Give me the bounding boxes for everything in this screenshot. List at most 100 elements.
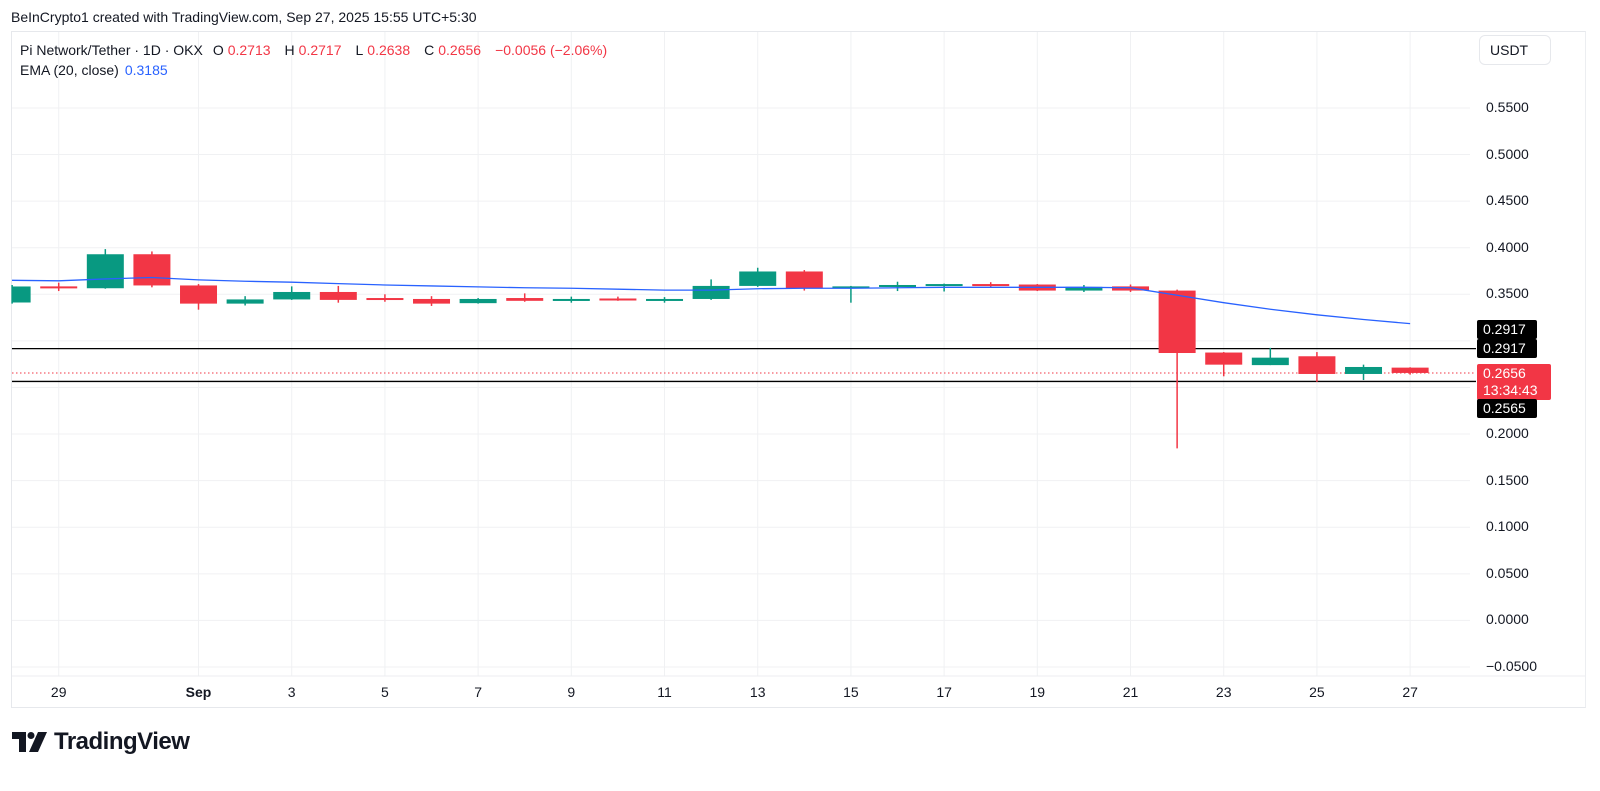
- candle-body: [1251, 357, 1289, 366]
- candle-body: [226, 299, 264, 304]
- candle: [1391, 367, 1429, 375]
- price-tick-label: 0.1500: [1486, 471, 1529, 488]
- candle: [273, 286, 311, 300]
- time-tick-label: 29: [50, 684, 67, 700]
- candle: [413, 296, 451, 306]
- chart-legend: Pi Network/Tether · 1D · OKX O 0.2713 H 0.…: [20, 40, 611, 80]
- change-value: −0.0056 (−2.06%): [495, 42, 608, 58]
- candle: [366, 294, 404, 302]
- candle-body: [133, 254, 171, 286]
- price-tick-label: 0.4000: [1486, 238, 1529, 255]
- symbol-title[interactable]: Pi Network/Tether · 1D · OKX: [20, 42, 203, 58]
- candle-body: [319, 291, 357, 300]
- candle-body: [692, 285, 730, 299]
- candle: [1158, 289, 1196, 449]
- time-tick-label: Sep: [185, 684, 212, 700]
- chart-frame: [11, 31, 1586, 708]
- price-tick-label: −0.0500: [1486, 657, 1537, 674]
- candle: [11, 284, 31, 304]
- time-tick-label: 15: [843, 684, 859, 700]
- candle: [552, 296, 590, 303]
- current-price: 0.2656: [1483, 365, 1526, 381]
- candle-body: [1112, 286, 1150, 291]
- candle: [1205, 352, 1243, 377]
- ema-line: [11, 276, 1411, 325]
- candle-body: [366, 298, 404, 301]
- candle-body: [879, 284, 917, 287]
- candle-body: [40, 286, 78, 289]
- candles: [11, 249, 1429, 449]
- open-value: 0.2713: [227, 42, 271, 58]
- candle: [646, 297, 684, 303]
- currency-selector[interactable]: USDT: [1479, 35, 1551, 65]
- chart-attribution: BeInCrypto1 created with TradingView.com…: [11, 9, 477, 25]
- ema-polyline: [11, 276, 1411, 325]
- candle-body: [413, 298, 451, 304]
- ema-value: 0.3185: [124, 62, 168, 78]
- time-tick-label: 23: [1215, 684, 1232, 700]
- candle-body: [1391, 367, 1429, 373]
- candle: [879, 281, 917, 292]
- time-tick-label: 21: [1122, 684, 1139, 700]
- close-value: 0.2656: [438, 42, 482, 58]
- candle: [180, 284, 218, 310]
- candle: [86, 249, 124, 289]
- price-tick-label: 0.5500: [1486, 98, 1529, 115]
- time-tick-label: 27: [1402, 684, 1418, 700]
- price-tick-label: 0.4500: [1486, 192, 1529, 209]
- candle-body: [552, 298, 590, 301]
- time-tick-label: 3: [287, 684, 296, 700]
- tradingview-logo-text: TradingView: [54, 728, 190, 755]
- tradingview-logo-icon: [12, 732, 47, 752]
- candle: [972, 282, 1010, 287]
- price-tick-label: 0.0500: [1486, 564, 1529, 581]
- candle-body: [1345, 366, 1383, 374]
- ema-price-tag: 0.2917: [1477, 320, 1537, 339]
- time-tick-label: 13: [749, 684, 766, 700]
- candle-body: [599, 298, 637, 301]
- candle: [785, 270, 823, 291]
- candle-body: [1298, 356, 1336, 374]
- candle: [226, 296, 264, 306]
- candle-body: [925, 284, 963, 287]
- time-tick-label: 19: [1029, 684, 1046, 700]
- time-tick-label: 7: [474, 684, 483, 700]
- price-tick-label: 0.2000: [1486, 425, 1529, 442]
- time-tick-label: 25: [1309, 684, 1325, 700]
- high-value: 0.2717: [298, 42, 342, 58]
- candle-body: [1205, 352, 1243, 365]
- candle: [1345, 364, 1383, 381]
- time-tick-label: 11: [657, 684, 672, 700]
- ema-label[interactable]: EMA (20, close): [20, 62, 119, 78]
- candle: [506, 293, 544, 302]
- candle-body: [1158, 290, 1196, 354]
- price-tick-label: 0.1000: [1486, 518, 1529, 535]
- candle-body: [180, 285, 218, 304]
- candle-body: [1065, 286, 1103, 291]
- candle-body: [273, 291, 311, 300]
- candle: [459, 298, 497, 304]
- candle: [1065, 284, 1103, 292]
- time-tick-label: 5: [381, 684, 389, 700]
- tradingview-logo[interactable]: TradingView: [12, 728, 190, 756]
- candle-body: [972, 284, 1010, 287]
- candle: [599, 296, 637, 301]
- price-tick-label: 0.5000: [1486, 145, 1529, 162]
- candle-body: [12, 286, 31, 303]
- price-tick-label: 0.3500: [1486, 285, 1529, 302]
- candle-countdown: 13:34:43: [1483, 382, 1538, 398]
- current-price-tag: 0.2656 13:34:43: [1477, 364, 1551, 400]
- price-tick-label: 0.0000: [1486, 611, 1529, 628]
- candle-body: [785, 271, 823, 289]
- time-tick-label: 9: [567, 684, 576, 700]
- candle: [1298, 352, 1336, 382]
- ema-row: EMA (20, close) 0.3185: [20, 60, 611, 80]
- candle-body: [86, 254, 124, 289]
- candle-body: [739, 271, 777, 286]
- candle: [40, 282, 78, 292]
- ohlc-row: Pi Network/Tether · 1D · OKX O 0.2713 H 0.…: [20, 42, 608, 58]
- low-value: 0.2638: [367, 42, 411, 58]
- candle-body: [506, 298, 544, 301]
- support-price-tag: 0.2565: [1477, 399, 1537, 418]
